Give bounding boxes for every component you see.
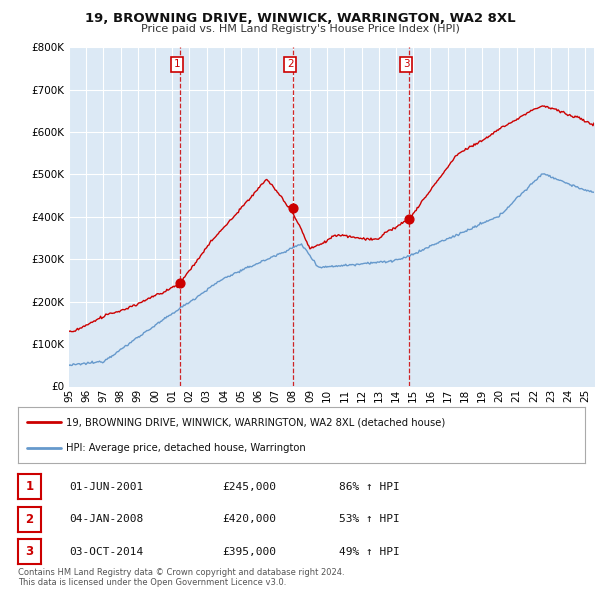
Text: 04-JAN-2008: 04-JAN-2008 [69,514,143,524]
Text: Price paid vs. HM Land Registry's House Price Index (HPI): Price paid vs. HM Land Registry's House … [140,24,460,34]
Text: 3: 3 [25,545,34,558]
Text: 86% ↑ HPI: 86% ↑ HPI [339,482,400,491]
Text: 49% ↑ HPI: 49% ↑ HPI [339,547,400,556]
Text: 2: 2 [287,59,293,69]
Point [404,214,414,224]
Text: 19, BROWNING DRIVE, WINWICK, WARRINGTON, WA2 8XL (detached house): 19, BROWNING DRIVE, WINWICK, WARRINGTON,… [66,417,445,427]
Text: £245,000: £245,000 [222,482,276,491]
Text: 1: 1 [173,59,180,69]
Text: 19, BROWNING DRIVE, WINWICK, WARRINGTON, WA2 8XL: 19, BROWNING DRIVE, WINWICK, WARRINGTON,… [85,12,515,25]
Text: Contains HM Land Registry data © Crown copyright and database right 2024.
This d: Contains HM Land Registry data © Crown c… [18,568,344,587]
Point [288,204,298,213]
Text: 2: 2 [25,513,34,526]
Text: £420,000: £420,000 [222,514,276,524]
Point [175,278,184,287]
Text: £395,000: £395,000 [222,547,276,556]
Text: 01-JUN-2001: 01-JUN-2001 [69,482,143,491]
Text: 53% ↑ HPI: 53% ↑ HPI [339,514,400,524]
Text: 3: 3 [403,59,410,69]
Text: 1: 1 [25,480,34,493]
Text: 03-OCT-2014: 03-OCT-2014 [69,547,143,556]
Text: HPI: Average price, detached house, Warrington: HPI: Average price, detached house, Warr… [66,443,306,453]
